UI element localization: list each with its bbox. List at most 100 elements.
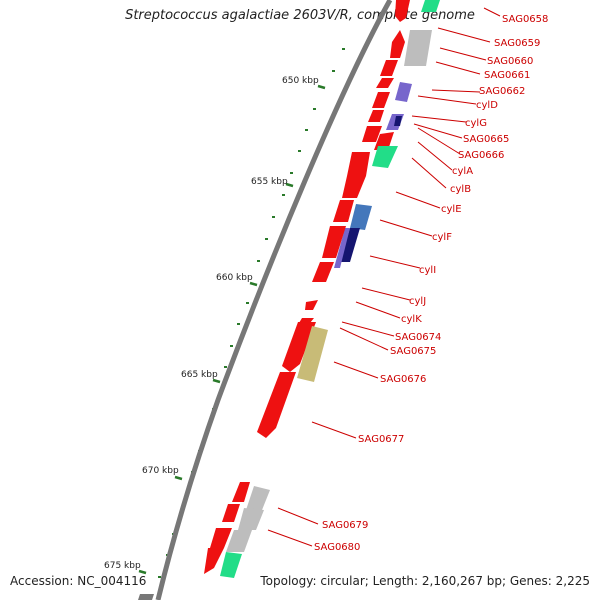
gene-label[interactable]: SAG0674: [395, 332, 441, 343]
gene-leader-line: [417, 95, 477, 105]
gene-label[interactable]: SAG0659: [494, 38, 540, 49]
gene-feature: [395, 82, 412, 102]
gene-leader-line: [339, 327, 389, 351]
scale-major-tick: [317, 84, 326, 90]
gene-leader-line: [439, 47, 487, 61]
gene-leader-line: [277, 507, 319, 525]
gene-feature: [322, 226, 346, 258]
genome-summary-text: Topology: circular; Length: 2,160,267 bp…: [260, 574, 590, 588]
gene-leader-line: [311, 421, 357, 439]
gene-leader-line: [361, 287, 411, 301]
gene-label[interactable]: SAG0660: [487, 56, 533, 67]
gene-leader-line: [341, 321, 395, 337]
gene-leader-line: [431, 89, 481, 93]
scale-label: 650 kbp: [282, 76, 319, 86]
gene-feature: [297, 326, 328, 382]
gene-feature: [404, 30, 432, 66]
gene-feature: [372, 92, 390, 108]
gene-feature: [220, 552, 242, 578]
gene-leader-line: [413, 123, 463, 139]
gene-feature: [138, 594, 154, 600]
gene-feature: [374, 132, 394, 150]
gene-label[interactable]: cylG: [465, 118, 487, 129]
gene-feature: [342, 152, 370, 198]
gene-feature: [362, 126, 382, 142]
scale-label: 670 kbp: [142, 466, 179, 476]
gene-leader-line: [437, 27, 491, 43]
scale-tick: [272, 216, 275, 218]
gene-leader-line: [355, 301, 401, 319]
gene-feature: [238, 508, 264, 530]
scale-major-tick: [138, 569, 147, 575]
gene-feature: [390, 30, 405, 58]
gene-label[interactable]: cylI: [419, 265, 436, 276]
gene-label[interactable]: SAG0658: [502, 14, 548, 25]
gene-feature: [380, 60, 398, 76]
gene-feature: [333, 200, 354, 222]
scale-tick: [246, 302, 249, 304]
accession-text: Accession: NC_004116: [10, 574, 147, 588]
gene-label[interactable]: cylF: [432, 232, 452, 243]
gene-feature: [394, 116, 402, 126]
gene-label[interactable]: cylA: [452, 166, 473, 177]
gene-leader-line: [369, 255, 421, 269]
gene-label[interactable]: SAG0676: [380, 374, 426, 385]
backbone-arc: [155, 0, 393, 600]
gene-label[interactable]: cylJ: [409, 296, 426, 307]
scale-tick: [298, 150, 301, 152]
scale-tick: [257, 260, 260, 262]
scale-tick: [290, 172, 293, 174]
gene-feature: [372, 146, 398, 168]
gene-feature: [334, 228, 350, 268]
scale-tick: [305, 129, 308, 131]
map-title: Streptococcus agalactiae 2603V/R, comple…: [125, 8, 475, 23]
gene-leader-line: [483, 7, 501, 17]
gene-label[interactable]: cylB: [450, 184, 471, 195]
scale-major-tick: [174, 475, 183, 481]
gene-leader-line: [395, 191, 441, 209]
gene-label[interactable]: SAG0666: [458, 150, 504, 161]
gene-leader-line: [417, 141, 453, 171]
gene-label[interactable]: SAG0675: [390, 346, 436, 357]
gene-feature: [305, 300, 318, 310]
scale-tick: [332, 70, 335, 72]
gene-label[interactable]: cylK: [401, 314, 422, 325]
gene-label[interactable]: SAG0665: [463, 134, 509, 145]
gene-feature: [395, 0, 410, 22]
gene-label[interactable]: SAG0661: [484, 70, 530, 81]
tick-layer: 650 kbp 655 kbp 660 kbp 665 kbp 670 kbp 675 k…: [104, 48, 345, 578]
gene-label[interactable]: cylE: [441, 204, 462, 215]
scale-label: 675 kbp: [104, 561, 141, 571]
feature-layer: [138, 0, 440, 600]
scale-tick: [282, 194, 285, 196]
gene-feature: [312, 262, 334, 282]
scale-label: 655 kbp: [251, 177, 288, 187]
gene-feature: [232, 482, 250, 502]
scale-label: 665 kbp: [181, 370, 218, 380]
gene-feature: [222, 504, 240, 522]
scale-tick: [224, 366, 227, 368]
gene-leader-line: [411, 157, 447, 189]
gene-feature: [368, 110, 384, 122]
gene-feature: [257, 372, 296, 438]
label-layer: SAG0658 SAG0659 SAG0660 SAG0661 SAG0662 cylD c…: [267, 7, 548, 553]
gene-leader-line: [379, 219, 433, 237]
scale-major-tick: [212, 378, 221, 384]
scale-tick: [230, 345, 233, 347]
gene-leader-line: [267, 529, 313, 547]
scale-tick: [313, 108, 316, 110]
scale-major-tick: [285, 182, 294, 188]
scale-major-tick: [249, 281, 258, 287]
gene-leader-line: [333, 361, 379, 379]
gene-label[interactable]: SAG0662: [479, 86, 525, 97]
gene-feature: [204, 548, 224, 574]
gene-leader-line: [411, 115, 467, 123]
gene-leader-line: [435, 61, 481, 75]
gene-label[interactable]: SAG0679: [322, 520, 368, 531]
gene-label[interactable]: cylD: [476, 100, 498, 111]
gene-feature: [282, 322, 316, 372]
gene-leader-line: [417, 127, 461, 155]
gene-label[interactable]: SAG0680: [314, 542, 360, 553]
gene-label[interactable]: SAG0677: [358, 434, 404, 445]
